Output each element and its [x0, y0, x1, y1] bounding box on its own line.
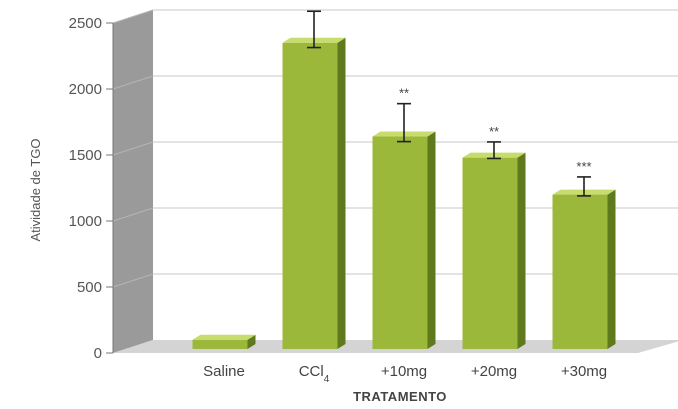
bar-side	[517, 152, 526, 349]
x-axis-categories: Saline CCl4 +10mg +20mg +30mg	[203, 363, 607, 385]
error-bars	[307, 10, 591, 197]
bar	[282, 37, 346, 350]
x-tick-label: CCl4	[299, 363, 330, 385]
gridline-side	[112, 207, 154, 222]
error-bar	[397, 102, 411, 143]
x-axis-title: TRATAMENTO	[353, 389, 447, 404]
significance-label: **	[399, 86, 409, 101]
gridline-side	[112, 9, 154, 24]
bar-front	[192, 339, 248, 349]
bar	[192, 334, 256, 349]
significance-markers: *******	[399, 86, 592, 174]
bars	[192, 37, 616, 350]
gridline-side	[112, 141, 154, 156]
y-axis-title: Atividade de TGO	[28, 138, 43, 241]
x-tick-label: +30mg	[561, 363, 607, 380]
y-tick-label: 1500	[69, 147, 102, 164]
x-tick-label: +10mg	[381, 363, 427, 380]
x-tick-label: +20mg	[471, 363, 517, 380]
error-bar	[577, 176, 591, 197]
x-tick-label-subscript: 4	[324, 374, 330, 385]
x-tick-label: Saline	[203, 363, 245, 380]
side-wall	[113, 10, 153, 353]
y-tick-label: 1000	[69, 213, 102, 230]
gridline-side	[112, 273, 154, 288]
bar-side	[247, 334, 256, 349]
bar-side	[607, 189, 616, 349]
bar-front	[462, 157, 518, 349]
bar	[372, 131, 436, 349]
bar-front	[282, 42, 338, 350]
bar-front	[372, 136, 428, 349]
significance-label: ***	[576, 159, 591, 174]
y-tick-label: 0	[94, 345, 102, 362]
bar	[552, 189, 616, 349]
y-tick-label: 2000	[69, 81, 102, 98]
error-bar	[487, 141, 501, 160]
bar-side	[427, 131, 436, 349]
bar-top	[192, 334, 256, 340]
bar-front	[552, 194, 608, 349]
gridline-side	[112, 75, 154, 90]
y-axis-ticks: 0 500 1000 1500 2000 2500	[69, 15, 114, 362]
significance-label: **	[489, 124, 499, 139]
y-tick-label: 500	[77, 279, 102, 296]
bar-side	[337, 37, 346, 350]
error-bar	[307, 10, 321, 49]
bar	[462, 152, 526, 349]
y-tick-label: 2500	[69, 15, 102, 32]
